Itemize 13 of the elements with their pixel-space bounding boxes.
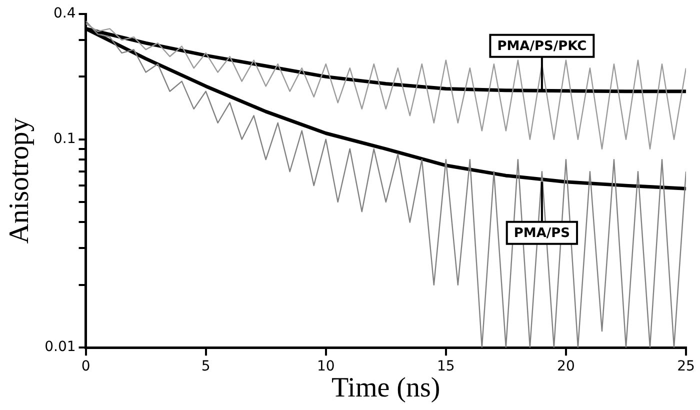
y-tick-label: 0.01 <box>44 339 76 356</box>
x-tick-label: 0 <box>81 358 90 375</box>
x-tick-label: 15 <box>436 358 455 375</box>
y-tick-label: 0.1 <box>54 131 76 148</box>
x-axis-title: Time (ns) <box>332 372 440 404</box>
x-tick-label: 20 <box>557 358 575 375</box>
x-tick-label: 5 <box>201 358 210 375</box>
x-tick-label: 25 <box>677 358 695 375</box>
y-tick-label: 0.4 <box>54 6 76 22</box>
x-tick-label: 10 <box>316 358 335 375</box>
annotation: PMA/PS/PKC <box>497 39 587 54</box>
y-axis-title: Anisotropy <box>4 118 36 244</box>
annotation: PMA/PS <box>514 226 570 242</box>
